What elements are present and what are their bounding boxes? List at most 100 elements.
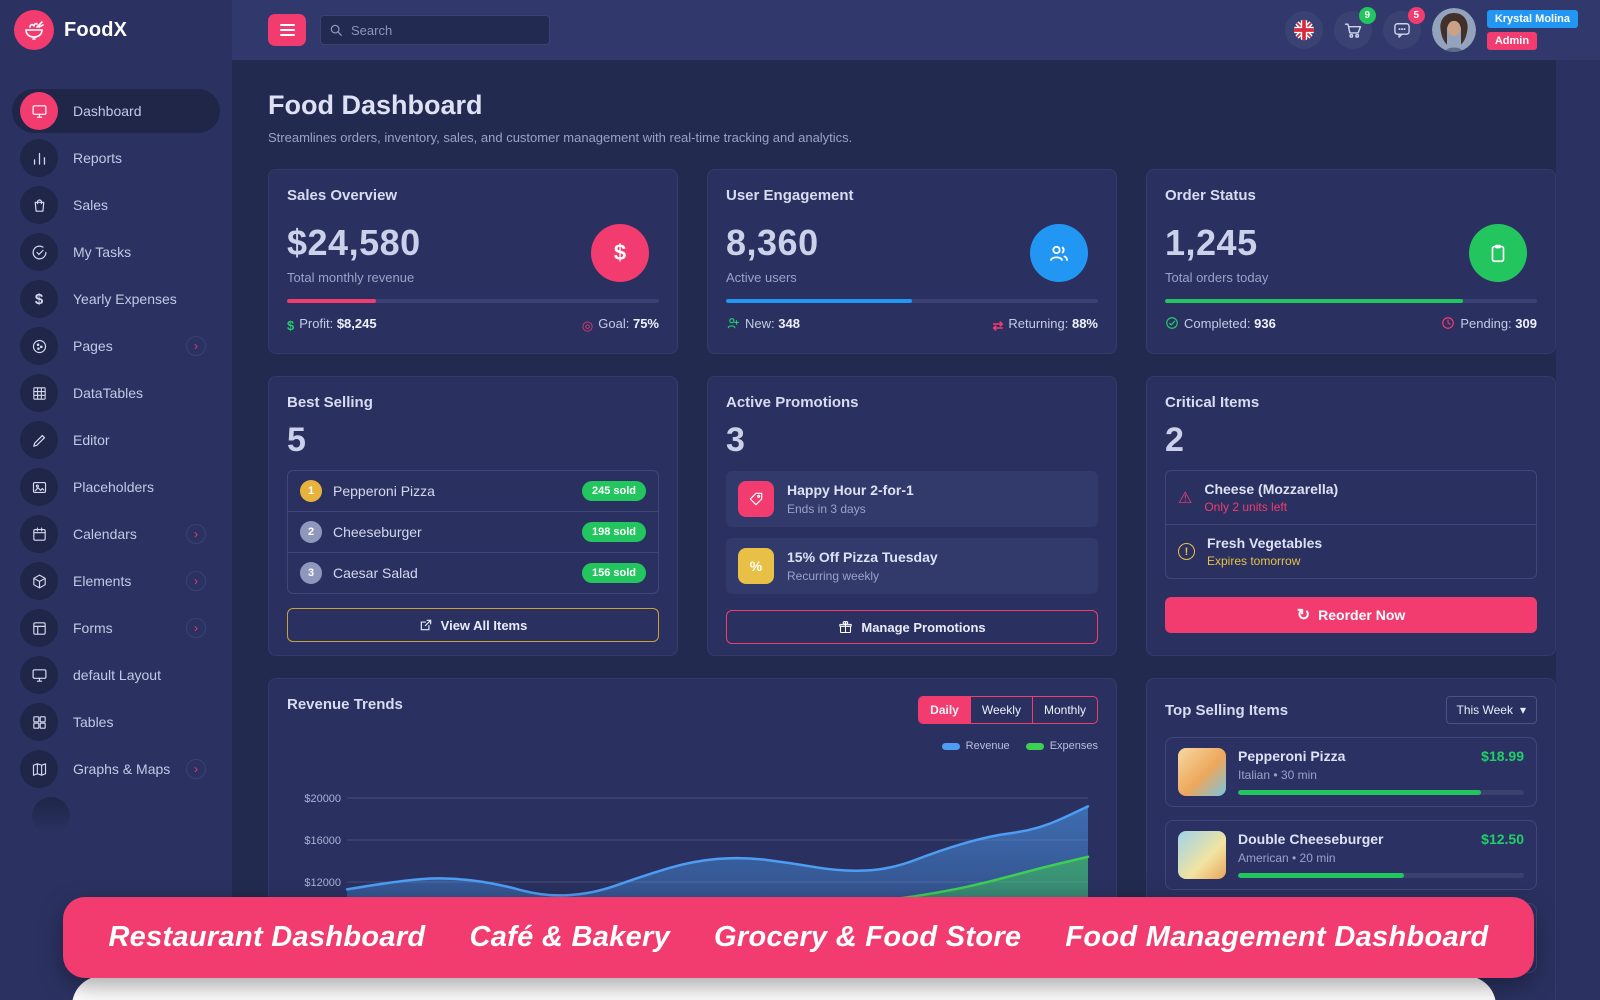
foodx-logo-icon [14,10,54,50]
manage-promotions-button[interactable]: Manage Promotions [726,610,1098,644]
best-selling-row[interactable]: 2 Cheeseburger 198 sold [288,511,658,552]
monitor-icon [32,104,46,118]
sidebar-item-default-layout[interactable]: default Layout [12,653,220,697]
tab-daily[interactable]: Daily [919,697,970,723]
gift-icon [839,620,853,633]
sidebar-item-calendars[interactable]: Calendars › [12,512,220,556]
page-title: Food Dashboard [268,90,483,120]
sidebar-item-tables[interactable]: Tables [12,700,220,744]
chart-legend: Revenue Expenses [287,740,1098,752]
pages-icon [32,339,46,353]
sales-value: $24,580 [287,222,421,263]
dollar-circle-icon: $ [591,224,649,282]
bar-chart-icon [33,152,45,165]
sidebar-item-editor[interactable]: Editor [12,418,220,462]
caret-down-icon: ▾ [1519,703,1526,717]
calendar-icon [32,527,46,541]
menu-toggle-button[interactable] [268,14,306,46]
refresh-icon: ↻ [1296,607,1311,624]
sidebar-item-datatables[interactable]: DataTables [12,371,220,415]
best-selling-count: 5 [287,421,306,459]
search-icon [330,24,342,36]
sidebar-item-pages[interactable]: Pages › [12,324,220,368]
alert-circle-icon: ! [1178,543,1195,560]
goal-target-icon: ◎ [581,318,594,333]
critical-row[interactable]: ! Fresh Vegetables Expires tomorrow [1166,524,1536,578]
active-promotions-card: Active Promotions 3 Happy Hour 2-for-1 E… [707,376,1117,656]
tab-weekly[interactable]: Weekly [969,697,1032,723]
sidebar-item-dashboard[interactable]: Dashboard [12,89,220,133]
sidebar-item-placeholders[interactable]: Placeholders [12,465,220,509]
brand[interactable]: FoodX [0,0,232,60]
promotion-row[interactable]: % 15% Off Pizza Tuesday Recurring weekly [726,538,1098,594]
sidebar-item-my-tasks[interactable]: My Tasks [12,230,220,274]
users-progress [726,299,912,303]
best-selling-row[interactable]: 3 Caesar Salad 156 sold [288,552,658,593]
check-circle-icon [32,245,46,259]
top-selling-row[interactable]: Double Cheeseburger $12.50 American • 20… [1165,820,1537,890]
messages-badge: 5 [1407,7,1425,24]
chevron-right-icon: › [186,524,206,544]
order-status-card: Order Status 1,245 Total orders today Co… [1146,169,1556,354]
revenue-legend-swatch [941,742,960,750]
tab-monthly[interactable]: Monthly [1031,697,1097,723]
item-thumbnail [1178,748,1226,796]
chevron-right-icon: › [186,336,206,356]
user-role-badge: Admin [1486,32,1538,50]
language-flag-button[interactable] [1284,11,1323,49]
uk-flag-icon [1293,19,1314,41]
orders-value: 1,245 [1165,222,1258,263]
layout-icon [32,621,46,635]
sold-badge: 198 sold [581,522,646,542]
monitor-icon [32,668,46,682]
banner-link[interactable]: Food Management Dashboard [1065,921,1489,953]
template-promo-banner: Restaurant Dashboard Café & Bakery Groce… [63,897,1534,978]
chevron-right-icon: › [186,759,206,779]
banner-link[interactable]: Café & Bakery [469,921,671,953]
sold-badge: 156 sold [581,563,646,583]
tiles-icon [32,715,46,729]
profit-dollar-icon: $ [287,318,295,333]
users-circle-icon [1030,224,1088,282]
sidebar-item-reports[interactable]: Reports [12,136,220,180]
critical-row[interactable]: ⚠ Cheese (Mozzarella) Only 2 units left [1178,481,1339,514]
brand-name: FoodX [64,18,128,41]
trend-range-tabs: Daily Weekly Monthly [918,696,1098,724]
promotion-row[interactable]: Happy Hour 2-for-1 Ends in 3 days [726,471,1098,527]
view-all-items-button[interactable]: View All Items [287,608,659,642]
users-value: 8,360 [726,222,819,263]
reorder-now-button[interactable]: ↻ Reorder Now [1165,597,1537,633]
sidebar-item-elements[interactable]: Elements › [12,559,220,603]
top-selling-row[interactable]: Pepperoni Pizza $18.99 Italian • 30 min [1165,737,1537,807]
banner-link[interactable]: Restaurant Dashboard [108,921,426,953]
messages-button[interactable]: 5 [1382,7,1425,49]
critical-count: 2 [1165,421,1184,459]
sidebar-item-graphs-maps[interactable]: Graphs & Maps › [12,747,220,791]
external-link-icon [420,619,431,631]
image-icon [32,481,46,493]
search-input[interactable] [320,15,550,45]
user-plus-icon [726,316,740,330]
cart-icon [1344,23,1362,38]
cart-button[interactable]: 9 [1333,7,1376,49]
sidebar-item-yearly-expenses[interactable]: $ Yearly Expenses [12,277,220,321]
user-avatar[interactable] [1431,8,1476,52]
user-name-badge: Krystal Molina [1486,10,1578,28]
page-subtitle: Streamlines orders, inventory, sales, an… [268,130,853,145]
sidebar-item-sales[interactable]: Sales [12,183,220,227]
banner-link[interactable]: Grocery & Food Store [714,921,1022,953]
warning-triangle-icon: ⚠ [1178,489,1193,507]
user-engagement-card: User Engagement 8,360 Active users New: … [707,169,1117,354]
time-filter-dropdown[interactable]: This Week ▾ [1445,696,1537,724]
shopping-bag-icon [34,198,44,212]
map-icon [32,762,46,776]
cart-badge: 9 [1358,7,1376,24]
grid-icon [32,386,46,400]
sales-overview-card: Sales Overview $24,580 Total monthly rev… [268,169,678,354]
best-selling-row[interactable]: 1 Pepperoni Pizza 245 sold [288,471,658,511]
chevron-right-icon: › [186,618,206,638]
sidebar-item-forms[interactable]: Forms › [12,606,220,650]
chevron-right-icon: › [186,571,206,591]
tag-icon [738,481,774,517]
completed-check-icon [1165,316,1179,330]
